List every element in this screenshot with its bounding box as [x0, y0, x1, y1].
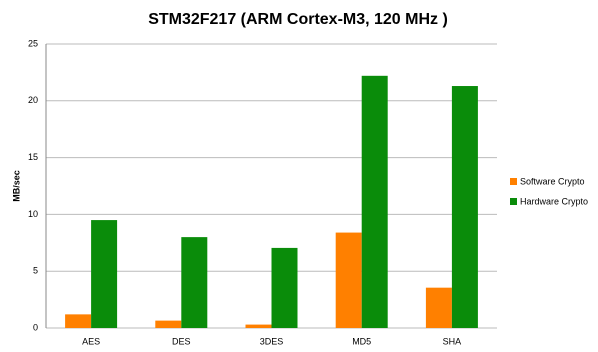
- y-tick-label: 25: [28, 38, 38, 48]
- legend-swatch: [510, 198, 517, 205]
- bar: [451, 86, 478, 328]
- y-tick-label: 5: [33, 266, 38, 276]
- bar: [65, 314, 92, 328]
- bar: [245, 324, 272, 328]
- legend-label: Hardware Crypto: [520, 196, 588, 206]
- chart-title: STM32F217 (ARM Cortex-M3, 120 MHz ): [148, 11, 448, 28]
- bar: [361, 75, 388, 328]
- bar: [181, 237, 208, 328]
- legend-label: Software Crypto: [520, 176, 585, 186]
- y-tick-label: 10: [28, 209, 38, 219]
- y-tick-label: 15: [28, 152, 38, 162]
- x-tick-label: 3DES: [260, 336, 284, 346]
- legend-swatch: [510, 178, 517, 185]
- bar: [271, 247, 298, 328]
- y-tick-label: 0: [33, 322, 38, 332]
- bar: [155, 320, 182, 328]
- x-tick-label: SHA: [443, 336, 462, 346]
- y-axis-label: MB/sec: [11, 170, 21, 202]
- x-tick-label: MD5: [352, 336, 371, 346]
- x-tick-label: DES: [172, 336, 191, 346]
- y-tick-label: 20: [28, 95, 38, 105]
- bar: [91, 220, 118, 328]
- x-tick-label: AES: [82, 336, 100, 346]
- bar: [425, 287, 452, 328]
- bar: [335, 232, 362, 328]
